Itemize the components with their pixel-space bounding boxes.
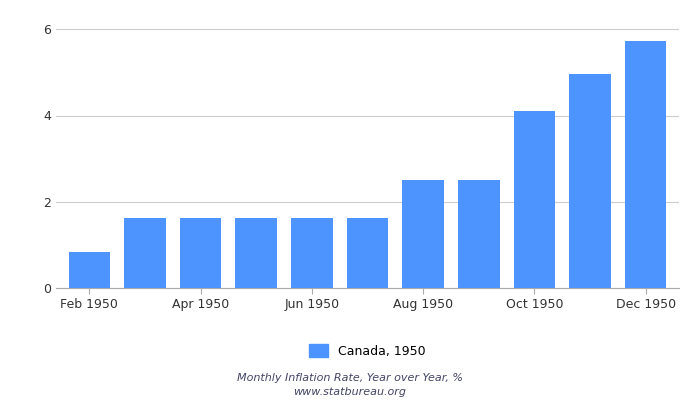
Bar [235,218,277,288]
Text: Monthly Inflation Rate, Year over Year, %: Monthly Inflation Rate, Year over Year, … [237,373,463,383]
Bar [402,180,444,288]
Bar [69,252,110,288]
Bar [625,41,666,288]
Bar [514,111,555,288]
Bar [458,180,500,288]
Bar [180,218,221,288]
Text: www.statbureau.org: www.statbureau.org [293,387,407,397]
Legend: Canada, 1950: Canada, 1950 [309,344,426,358]
Bar [569,74,611,288]
Bar [346,218,389,288]
Bar [291,218,332,288]
Bar [124,218,166,288]
